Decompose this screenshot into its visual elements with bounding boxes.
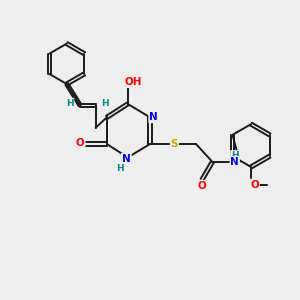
Text: N: N xyxy=(122,154,130,164)
Text: H: H xyxy=(116,164,124,173)
Text: S: S xyxy=(171,139,178,149)
Text: O: O xyxy=(250,180,259,190)
Text: N: N xyxy=(149,112,158,122)
Text: N: N xyxy=(230,157,239,167)
Text: O: O xyxy=(76,138,85,148)
Text: OH: OH xyxy=(125,77,142,87)
Text: H: H xyxy=(66,98,74,107)
Text: H: H xyxy=(101,98,108,107)
Text: O: O xyxy=(197,181,206,191)
Text: N: N xyxy=(122,154,130,164)
Text: H: H xyxy=(231,151,238,160)
